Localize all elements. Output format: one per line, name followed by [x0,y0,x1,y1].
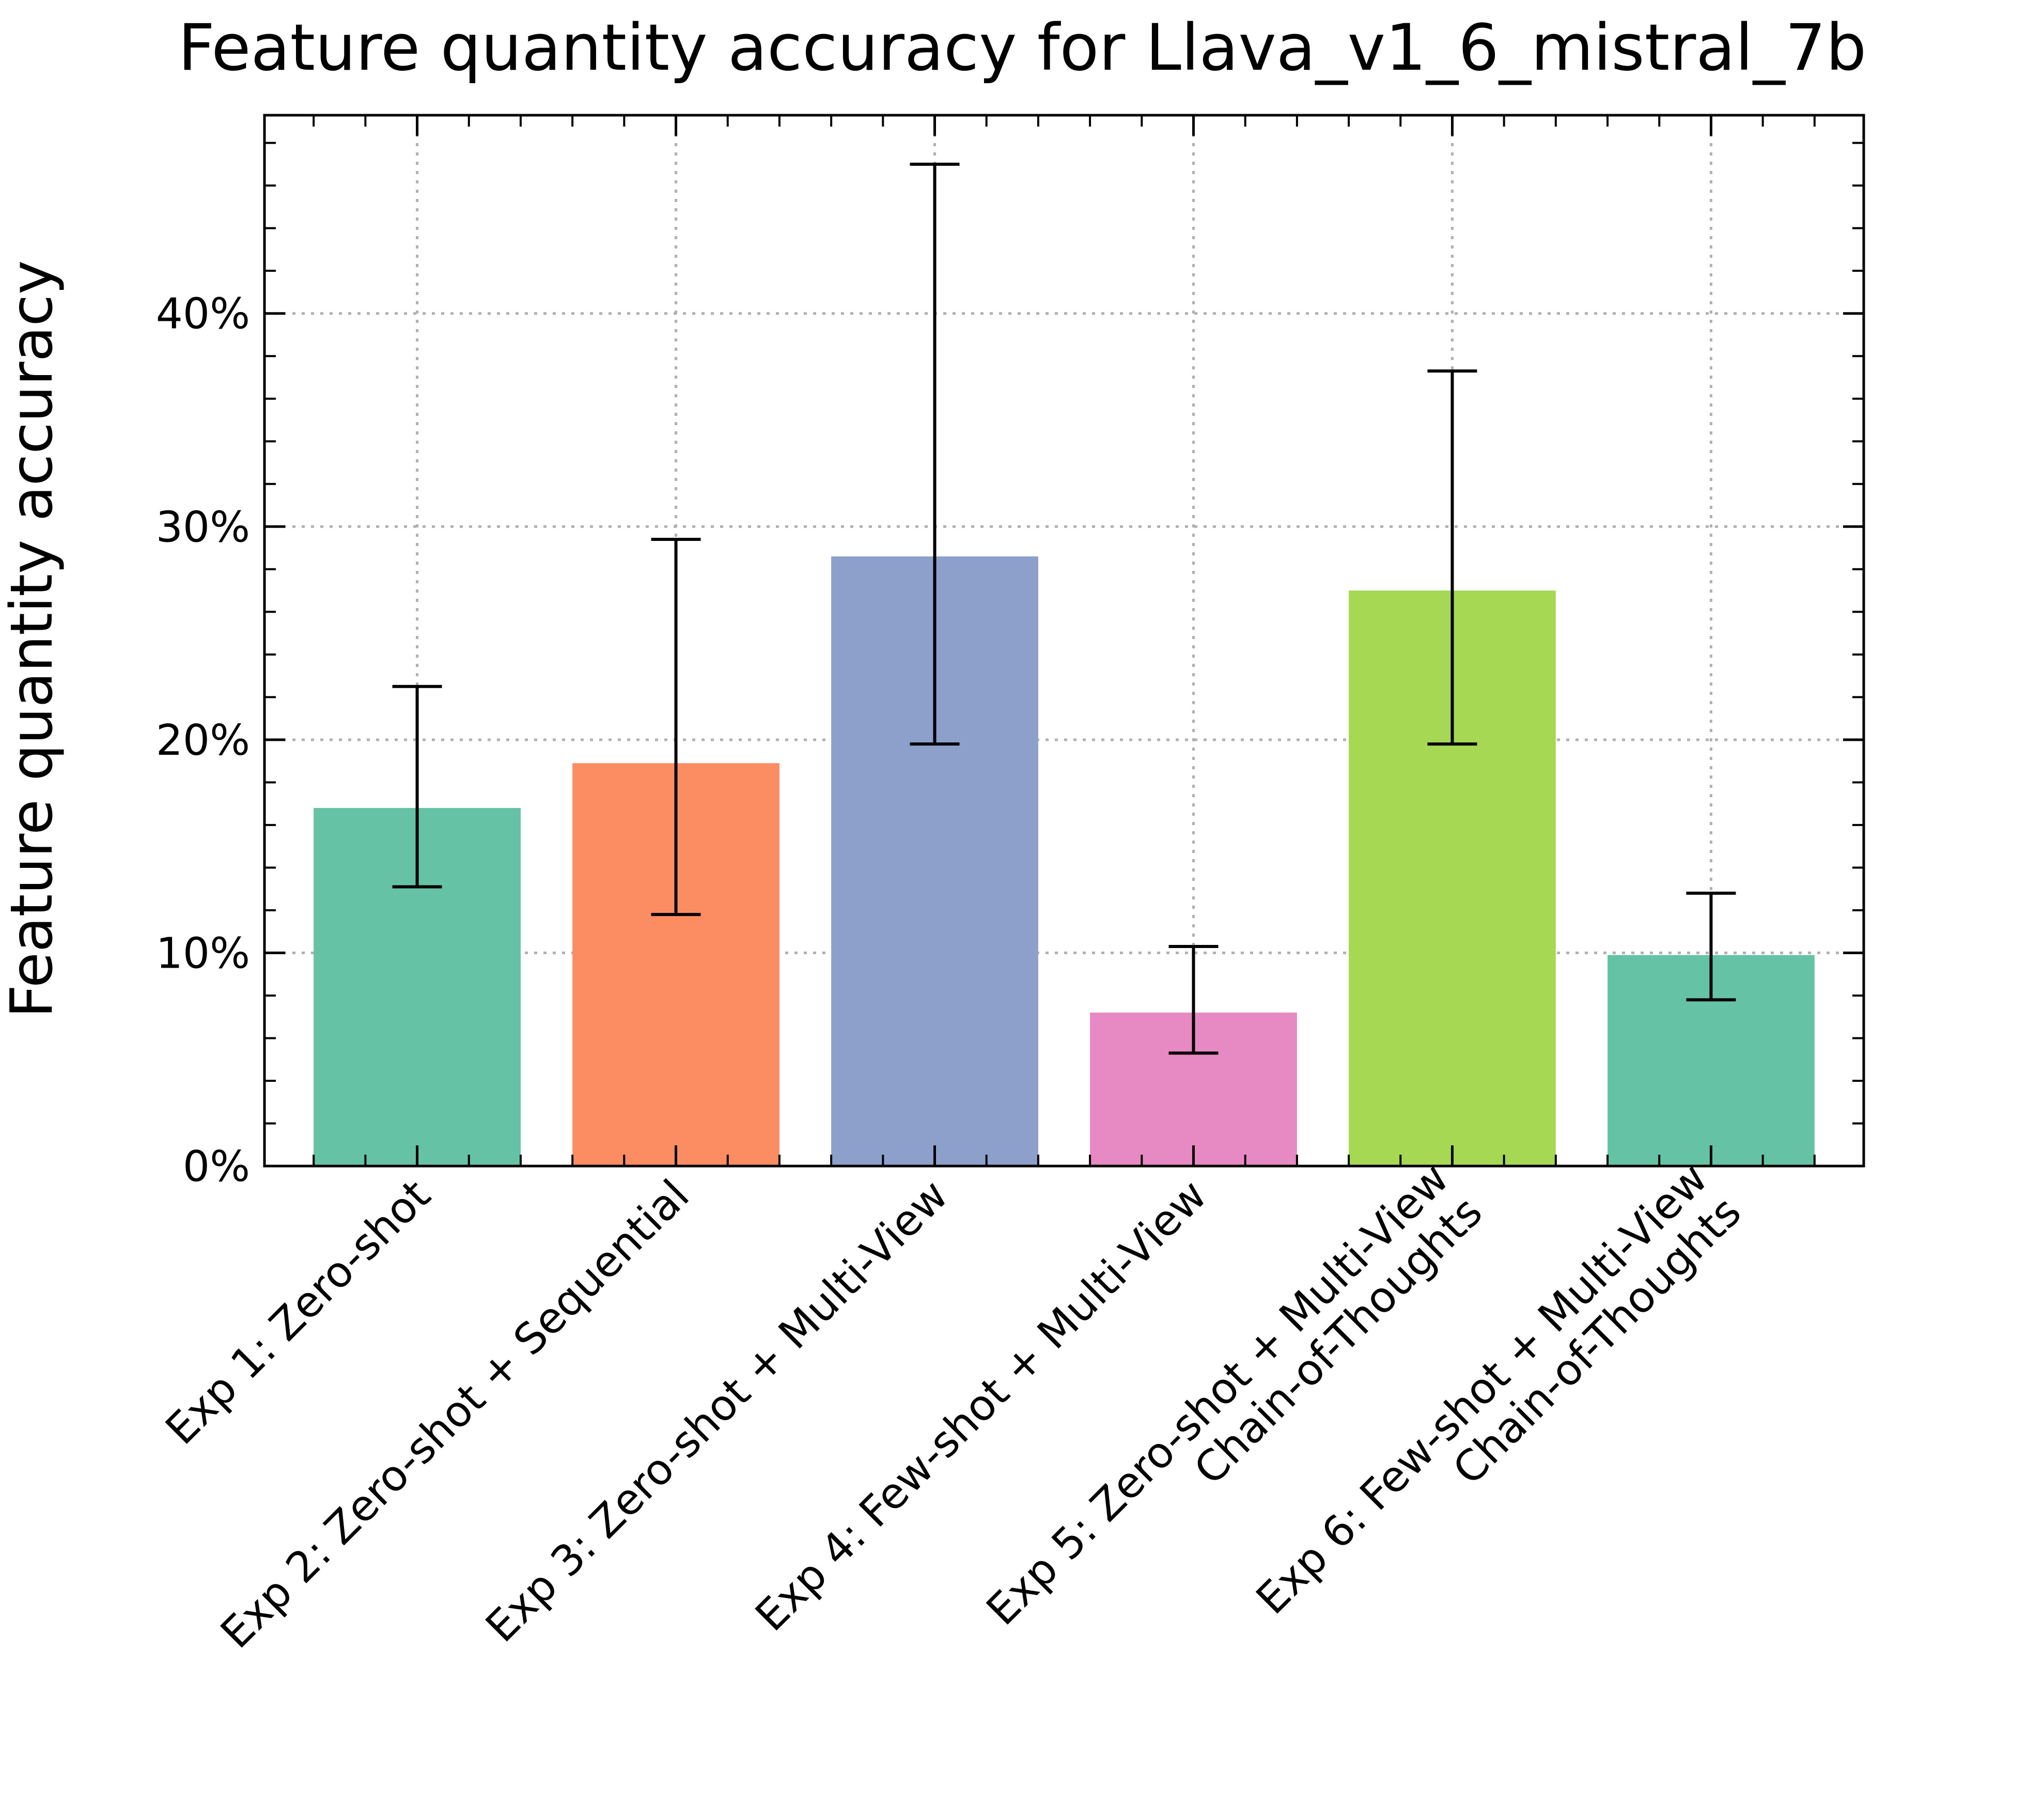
x-tick-label-line: Exp 5: Zero-shot + Multi-View [977,1154,1458,1635]
y-tick-label-2: 20% [156,716,250,765]
x-tick-label-line: Chain-of-Thoughts [1444,1187,1751,1494]
x-tick-label-1: Exp 1: Zero-shot [157,1171,440,1454]
y-tick-label-0: 0% [183,1142,250,1191]
chart-title: Feature quantity accuracy for Llava_v1_6… [178,11,1867,85]
x-tick-label-2: Exp 2: Zero-shot + Sequential [211,1171,698,1658]
x-tick-label-line: Exp 4: Few-shot + Multi-View [746,1171,1216,1641]
x-tick-label-line: Exp 1: Zero-shot [157,1171,440,1454]
y-tick-label-1: 10% [156,929,250,978]
bars [314,556,1815,1166]
x-tick-label-3: Exp 3: Zero-shot + Multi-View [477,1171,958,1652]
x-tick-label-line: Exp 3: Zero-shot + Multi-View [477,1171,958,1652]
x-tick-label-6: Exp 6: Few-shot + Multi-ViewChain-of-Tho… [1247,1154,1751,1657]
plot-frame [263,114,1865,1168]
axis-ticks [264,115,1864,1168]
y-tick-label-4: 40% [156,290,250,339]
x-tick-label-line: Exp 2: Zero-shot + Sequential [211,1171,698,1658]
y-tick-labels: 0% 10% 20% 30% 40% [156,290,250,1191]
x-tick-label-4: Exp 4: Few-shot + Multi-View [746,1171,1216,1641]
x-tick-label-5: Exp 5: Zero-shot + Multi-ViewChain-of-Th… [977,1154,1492,1668]
y-tick-label-3: 30% [156,503,250,552]
error-bars [392,162,1736,1055]
y-axis-label: Feature quantity accuracy [0,260,66,1018]
